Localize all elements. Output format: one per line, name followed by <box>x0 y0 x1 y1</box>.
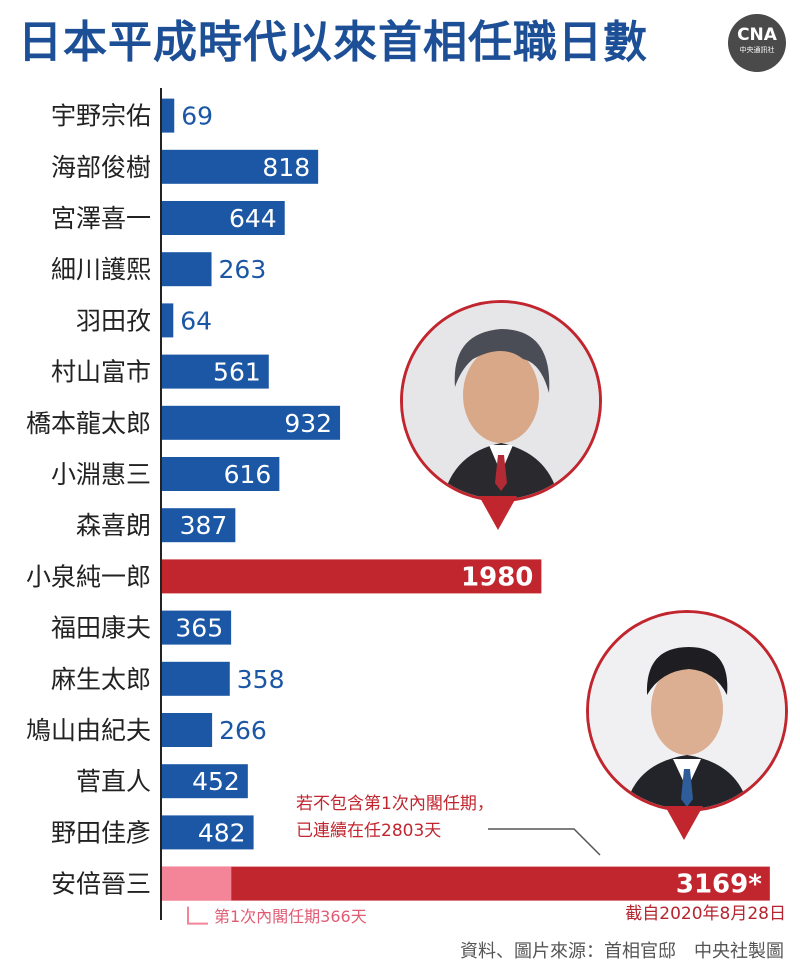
bar <box>161 201 285 235</box>
category-label: 村山富市 <box>51 358 151 387</box>
chart-title: 日本平成時代以來首相任職日數 <box>18 17 648 68</box>
category-label: 小淵惠三 <box>51 460 151 489</box>
bar <box>161 457 280 491</box>
value-label: 3169* <box>676 870 762 900</box>
bar <box>161 252 212 287</box>
category-label: 麻生太郎 <box>51 665 151 694</box>
value-label: 644 <box>229 204 277 233</box>
category-label: 宮澤喜一 <box>51 204 151 233</box>
bar <box>161 405 341 440</box>
value-label: 358 <box>237 665 285 694</box>
value-label: 616 <box>224 460 272 489</box>
first-term-label: 第1次內閣任期366天 <box>214 907 367 926</box>
bar <box>161 713 213 747</box>
value-label: 266 <box>219 716 267 745</box>
category-label: 細川護熙 <box>51 255 151 284</box>
abe-pointer <box>665 806 703 840</box>
logo-subtext: 中央通訊社 <box>739 46 775 54</box>
bar <box>161 661 230 696</box>
value-label: 818 <box>262 153 310 182</box>
bar <box>161 866 770 901</box>
bar <box>161 559 542 594</box>
first-term-bracket <box>187 906 208 925</box>
note-line-2: 已連續在任2803天 <box>296 821 442 841</box>
value-label: 263 <box>219 255 267 284</box>
value-label: 932 <box>284 409 332 438</box>
value-label: 1980 <box>461 562 533 592</box>
bar <box>161 149 319 184</box>
as-of-date: 截自2020年8月28日 <box>625 904 786 924</box>
value-label: 387 <box>180 511 228 540</box>
category-label: 羽田孜 <box>76 306 151 335</box>
value-label: 482 <box>198 818 246 847</box>
logo-text: CNA <box>737 25 777 45</box>
bar <box>161 354 269 389</box>
category-label: 橋本龍太郎 <box>26 409 151 438</box>
value-label: 452 <box>192 767 240 796</box>
note-leader-line <box>488 828 601 856</box>
bar <box>161 98 175 133</box>
portrait-abe <box>586 610 788 812</box>
portrait-koizumi <box>400 300 602 502</box>
category-label: 野田佳彥 <box>51 818 151 847</box>
bar <box>161 764 248 799</box>
bar <box>161 303 174 338</box>
note-line-1: 若不包含第1次內閣任期， <box>296 794 494 814</box>
category-label: 宇野宗佑 <box>51 102 151 131</box>
category-label: 菅直人 <box>76 767 151 796</box>
bar <box>161 610 232 645</box>
source-credit: 資料、圖片來源：首相官邸 中央社製圖 <box>460 941 784 962</box>
cna-logo: CNA 中央通訊社 <box>728 14 786 72</box>
value-label: 69 <box>181 102 213 131</box>
bar <box>161 508 236 543</box>
value-label: 365 <box>175 614 223 643</box>
category-label: 海部俊樹 <box>51 153 151 182</box>
category-label: 森喜朗 <box>76 511 151 540</box>
category-label: 鳩山由紀夫 <box>26 716 151 745</box>
category-label: 福田康夫 <box>51 614 151 643</box>
bar <box>161 815 254 850</box>
value-label: 561 <box>213 358 261 387</box>
continuous-term-note: 若不包含第1次內閣任期， 已連續在任2803天 <box>296 791 494 845</box>
category-label: 小泉純一郎 <box>26 562 151 591</box>
bar-first-term-segment <box>161 866 232 901</box>
value-label: 64 <box>180 306 212 335</box>
koizumi-pointer <box>479 496 517 530</box>
category-label: 安倍晉三 <box>51 870 151 899</box>
